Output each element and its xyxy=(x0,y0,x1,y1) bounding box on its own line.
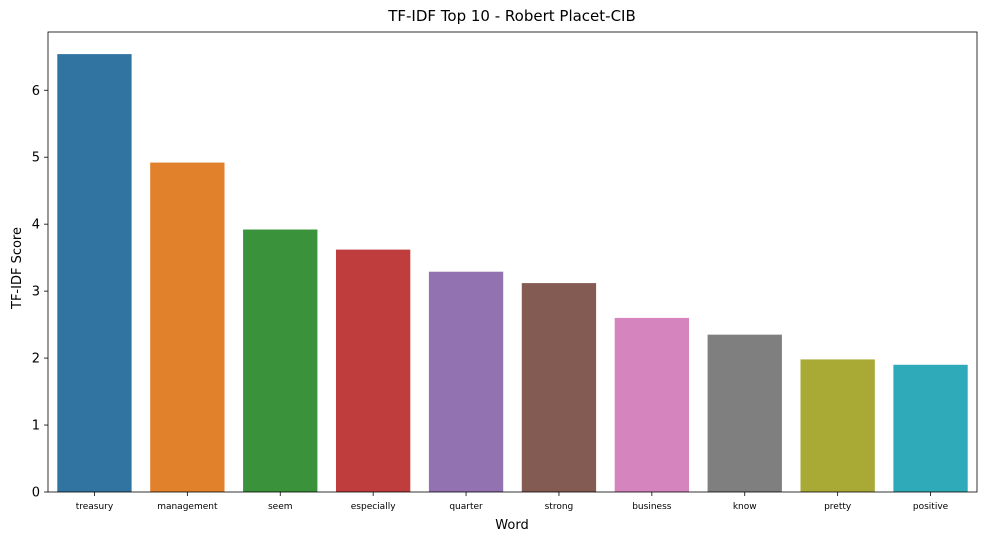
x-tick-label: quarter xyxy=(449,502,483,512)
x-tick-label: business xyxy=(632,502,672,512)
bar-positive xyxy=(893,364,968,492)
x-axis-ticks: treasury management seem especially quarter s… xyxy=(76,492,949,512)
x-tick-label: management xyxy=(157,502,218,512)
plot-frame xyxy=(47,31,978,493)
y-axis-label: TF-IDF Score xyxy=(10,227,25,310)
bar-management xyxy=(150,162,225,492)
y-axis-ticks: 0 1 2 3 4 5 6 xyxy=(32,84,48,501)
bar-know xyxy=(707,334,782,492)
bar-treasury xyxy=(57,54,132,492)
y-tick-label: 1 xyxy=(32,419,40,434)
y-tick-label: 4 xyxy=(32,218,40,233)
x-tick-label: positive xyxy=(913,502,949,512)
y-tick-label: 5 xyxy=(32,151,40,166)
x-axis-label: Word xyxy=(495,518,528,533)
bar-quarter xyxy=(428,271,504,492)
x-tick-label: strong xyxy=(545,502,574,512)
bar-group xyxy=(57,54,968,493)
x-tick-label: know xyxy=(733,502,757,512)
bar-pretty xyxy=(800,359,875,492)
bar-business xyxy=(614,317,690,492)
chart-title: TF-IDF Top 10 - Robert Placet-CIB xyxy=(387,7,636,25)
x-tick-label: pretty xyxy=(824,502,852,512)
x-tick-label: treasury xyxy=(76,502,114,512)
y-tick-label: 3 xyxy=(32,285,40,300)
x-tick-label: seem xyxy=(268,502,293,512)
bar-seem xyxy=(243,229,318,493)
y-tick-label: 2 xyxy=(32,352,40,367)
x-tick-label: especially xyxy=(351,502,396,512)
y-tick-label: 6 xyxy=(32,84,40,99)
y-tick-label: 0 xyxy=(32,486,40,501)
bar-strong xyxy=(521,283,597,492)
bar-especially xyxy=(335,249,411,492)
